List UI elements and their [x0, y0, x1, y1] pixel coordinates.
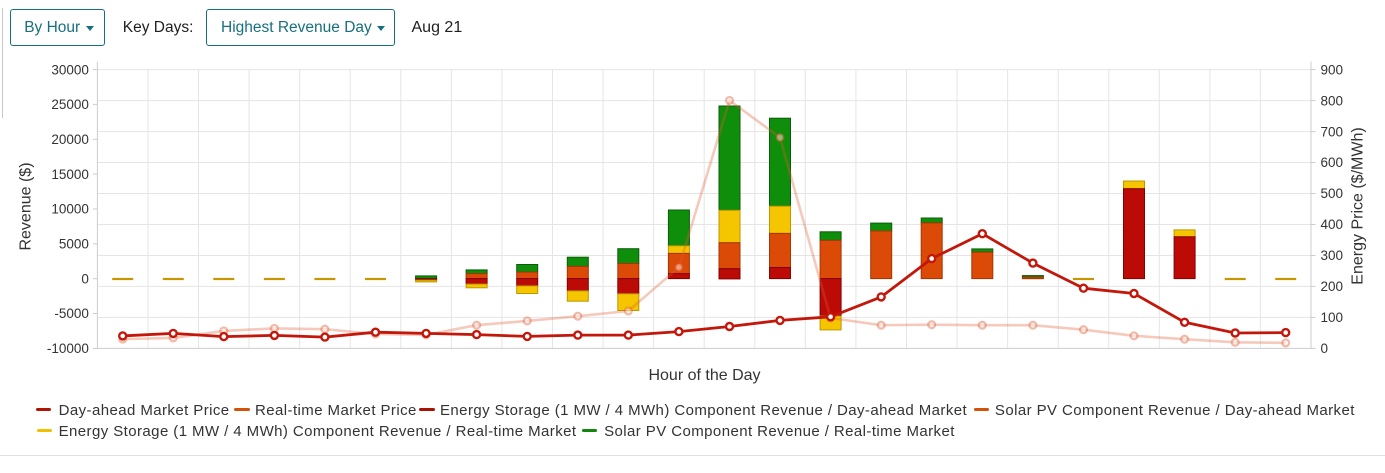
svg-text:500: 500 [1321, 186, 1344, 201]
svg-text:400: 400 [1321, 217, 1344, 232]
svg-text:-5000: -5000 [54, 306, 89, 321]
svg-text:900: 900 [1321, 62, 1344, 77]
svg-text:Hour of the Day: Hour of the Day [648, 367, 760, 384]
svg-text:600: 600 [1321, 155, 1344, 170]
svg-text:30000: 30000 [51, 62, 89, 77]
svg-text:Revenue ($): Revenue ($) [18, 162, 35, 250]
svg-text:5000: 5000 [59, 237, 89, 252]
svg-text:700: 700 [1321, 124, 1344, 139]
svg-text:0: 0 [81, 271, 89, 286]
svg-text:100: 100 [1321, 310, 1344, 325]
svg-text:200: 200 [1321, 279, 1344, 294]
svg-text:300: 300 [1321, 248, 1344, 263]
svg-text:800: 800 [1321, 93, 1344, 108]
svg-text:20000: 20000 [51, 132, 89, 147]
svg-text:10000: 10000 [51, 202, 89, 217]
svg-text:Energy Price ($/MWh): Energy Price ($/MWh) [1350, 127, 1367, 284]
svg-text:-10000: -10000 [47, 341, 89, 356]
svg-text:25000: 25000 [51, 97, 89, 112]
svg-text:15000: 15000 [51, 167, 89, 182]
svg-text:0: 0 [1321, 341, 1329, 356]
